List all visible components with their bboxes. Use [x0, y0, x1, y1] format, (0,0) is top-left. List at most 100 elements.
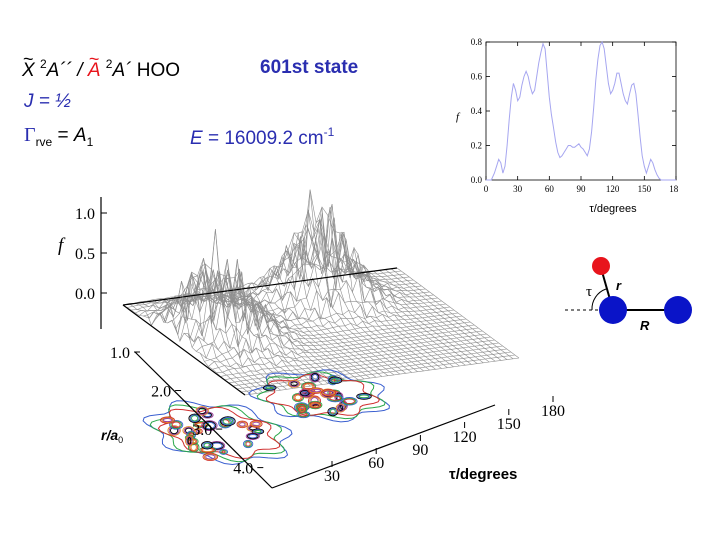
mesh-line-tau	[355, 271, 478, 364]
energy-value: = 16009.2 cm	[202, 128, 324, 149]
contour-island	[343, 398, 355, 404]
contour-island	[328, 376, 343, 385]
inset-xtick-label: 180	[669, 184, 678, 194]
contour-island	[198, 407, 207, 415]
mesh-line-tau	[384, 269, 508, 360]
contour-island	[342, 397, 357, 405]
contour-island	[220, 449, 227, 455]
contour-island	[195, 422, 207, 427]
contour-island	[295, 403, 308, 412]
contour-island	[287, 379, 301, 388]
mesh-line-tau	[349, 270, 472, 365]
contour-island	[245, 441, 251, 447]
contour-island	[202, 421, 217, 431]
j-label: J = ½	[24, 91, 71, 112]
mesh-line-tau	[343, 264, 466, 366]
contour-island	[196, 429, 201, 433]
gamma-equals: =	[52, 125, 74, 146]
r-tick-label: 2.0	[151, 384, 171, 401]
contour-island	[188, 413, 201, 423]
tau-tick-label: 30	[324, 468, 340, 485]
inset-ytick-label: 0.2	[471, 141, 482, 151]
state1-label: A´´	[46, 60, 72, 81]
mesh-line-tau	[164, 263, 287, 390]
mesh-line-tau	[277, 231, 401, 375]
contour-island	[169, 419, 184, 430]
mesh-line-tau	[396, 267, 520, 359]
R-label: R	[640, 318, 650, 333]
contour-island	[162, 418, 173, 423]
inset-ylabel: f	[456, 111, 461, 123]
contour-island	[338, 405, 344, 411]
contour-island	[208, 440, 226, 451]
contour-island	[237, 421, 247, 428]
contour-island	[322, 389, 335, 396]
mesh-line-tau	[241, 286, 365, 380]
surface-mesh	[122, 189, 520, 396]
mesh-line-tau	[176, 269, 299, 388]
tau-tick-label: 150	[497, 416, 521, 433]
contour-island	[193, 428, 203, 435]
base-left-edge	[122, 304, 246, 396]
mesh-line-tau	[152, 269, 275, 392]
contour-island	[293, 393, 303, 402]
contour-island	[203, 442, 211, 448]
contour-island	[245, 432, 260, 440]
a-tilde-symbol: ~ A	[87, 49, 101, 81]
contour-island	[310, 388, 322, 393]
contour-island	[309, 401, 322, 409]
mesh-line-tau	[259, 266, 383, 377]
contour-island	[221, 450, 226, 454]
inset-ytick-label: 0.4	[471, 106, 483, 116]
contour-island	[296, 404, 308, 414]
inset-xlabel: τ/degrees	[589, 203, 637, 215]
contour-island	[329, 377, 342, 384]
contour-island	[310, 373, 320, 382]
gamma-symbol: Γ	[24, 124, 36, 146]
contour-island	[294, 394, 302, 401]
mesh-line-tau	[265, 244, 389, 376]
mesh-line-tau	[224, 290, 347, 382]
contour-island	[289, 380, 300, 387]
mesh-line-r	[212, 333, 487, 370]
z-tick-label: 1.0	[75, 206, 95, 223]
contour-island	[201, 420, 218, 431]
mesh-line-tau	[194, 270, 317, 386]
tau-tick-label: 60	[368, 455, 384, 472]
contour-island	[328, 408, 338, 416]
base-back-edge	[122, 267, 398, 306]
oxygen-atom-left	[599, 296, 627, 324]
gamma-value-subscript: 1	[86, 135, 94, 149]
contour-island	[161, 417, 174, 423]
mesh-line-tau	[378, 270, 502, 361]
contour-island	[290, 381, 298, 387]
oxygen-atom-right	[664, 296, 692, 324]
state2-label: A´	[112, 60, 132, 81]
tau-axis-line	[271, 404, 496, 489]
inset-xtick-label: 90	[577, 184, 587, 194]
energy-exponent: -1	[323, 125, 335, 139]
inset-ticks: 0 30 60 90 120 150 180 0.0 0.2 0.4 0.6 0.8	[471, 37, 678, 194]
contour-island	[247, 433, 259, 440]
contour-island	[264, 385, 276, 390]
contour-island	[222, 417, 234, 425]
contour-island	[167, 425, 181, 436]
surface-ticks: 0.0 0.5 1.0 1.0 2.0 3.0 4.0 30 60 90 120 150 180	[75, 206, 565, 485]
contour-island	[335, 403, 346, 413]
gamma-value: A	[73, 125, 87, 146]
contour-island	[242, 439, 254, 449]
inset-ytick-label: 0.6	[471, 72, 483, 82]
contour-island	[236, 420, 249, 429]
surface-axes	[100, 197, 496, 489]
mesh-line-tau	[295, 218, 418, 372]
mesh-line-tau	[182, 258, 305, 388]
contour-island	[184, 435, 194, 447]
contour-island	[296, 403, 307, 411]
contour-island	[220, 416, 236, 427]
contour-island	[203, 421, 215, 430]
contour-island	[291, 392, 305, 403]
contour-island	[239, 422, 246, 427]
mesh-line-tau	[325, 234, 448, 368]
energy-label: E = 16009.2 cm-1	[190, 126, 334, 148]
